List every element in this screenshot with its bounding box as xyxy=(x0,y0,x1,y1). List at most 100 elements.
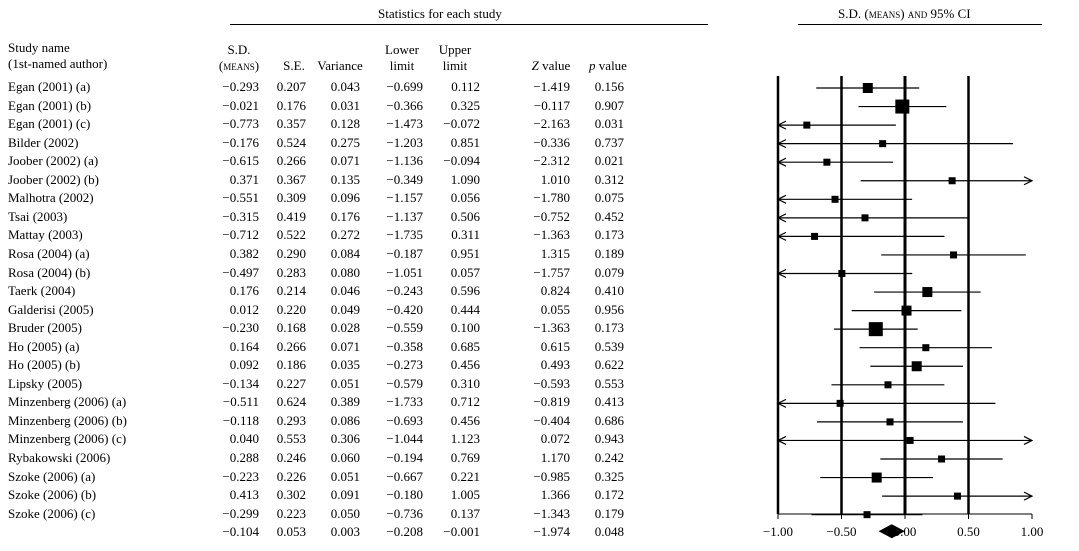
cell-upper: 0.137 xyxy=(450,505,480,521)
ci-arrow-left xyxy=(776,435,787,445)
cell-upper: 0.506 xyxy=(450,208,480,224)
cell-z: −1.780 xyxy=(533,190,570,206)
cell-lower: −0.667 xyxy=(386,468,423,484)
column-header-name-line2: (1st-named author) xyxy=(8,56,108,71)
cell-se: 0.553 xyxy=(276,431,306,447)
cell-se: 0.246 xyxy=(276,450,306,465)
cell-z: −0.336 xyxy=(533,134,570,150)
cell-z: 0.615 xyxy=(540,338,570,354)
cell-sd: 0.382 xyxy=(229,245,259,261)
cell-se: 0.266 xyxy=(276,153,306,169)
cell-var: 0.043 xyxy=(330,79,360,94)
x-tick-label: 1.00 xyxy=(1021,524,1044,539)
cell-name: Joober (2002) (b) xyxy=(8,171,99,187)
cell-z: −0.752 xyxy=(533,208,570,224)
cell-z: −2.163 xyxy=(533,116,570,132)
cell-upper: −0.072 xyxy=(443,116,480,132)
cell-lower: −1.203 xyxy=(386,134,423,150)
cell-var: 0.035 xyxy=(330,357,360,373)
study-point-marker xyxy=(868,322,883,337)
cell-z: −0.593 xyxy=(533,375,570,391)
cell-lower: −0.180 xyxy=(386,487,423,503)
cell-upper: 1.005 xyxy=(450,487,480,503)
cell-p: 0.173 xyxy=(594,320,624,336)
cell-name: Ho (2005) (a) xyxy=(8,338,80,354)
cell-name: Szoke (2006) (a) xyxy=(8,468,96,484)
cell-var: 0.176 xyxy=(330,208,360,224)
cell-upper: 1.123 xyxy=(450,431,480,447)
study-point-marker xyxy=(938,455,946,463)
cell-se: 0.227 xyxy=(276,375,306,391)
cell-p: 0.452 xyxy=(594,208,624,224)
study-point-marker xyxy=(879,140,887,148)
cell-z: −1.363 xyxy=(533,320,570,336)
cell-upper: 0.057 xyxy=(450,264,480,280)
cell-name: Galderisi (2005) xyxy=(8,301,94,317)
cell-se: 0.302 xyxy=(276,487,306,503)
cell-lower: −1.044 xyxy=(386,431,423,447)
cell-z: −0.819 xyxy=(533,394,570,410)
study-point-marker xyxy=(862,83,873,93)
cell-z: −1.419 xyxy=(533,79,570,94)
cell-p: 0.079 xyxy=(594,264,624,280)
study-point-marker xyxy=(871,472,882,483)
study-point-marker xyxy=(863,511,871,519)
study-point-marker xyxy=(948,177,956,185)
cell-sd: −0.134 xyxy=(222,375,259,391)
cell-upper: 0.310 xyxy=(450,375,480,391)
cell-upper: 0.951 xyxy=(450,245,480,261)
cell-var: 0.060 xyxy=(330,450,360,465)
column-header-sd-line2: (means) xyxy=(218,58,260,73)
cell-sd: −0.315 xyxy=(222,208,259,224)
column-header-se-line2: S.E. xyxy=(283,58,305,73)
cell-p: 0.031 xyxy=(594,116,624,132)
ci-arrow-left xyxy=(776,139,787,149)
cell-lower: −0.559 xyxy=(386,320,423,336)
cell-name: Szoke (2006) (c) xyxy=(8,505,96,521)
cell-upper: 0.221 xyxy=(450,468,480,484)
cell-sd: −0.773 xyxy=(222,116,259,132)
cell-z: 0.493 xyxy=(540,357,570,373)
cell-se: 0.176 xyxy=(276,97,306,113)
cell-var: 0.306 xyxy=(330,431,360,447)
cell-p: 0.686 xyxy=(594,412,624,428)
summary-cell-lower: −0.208 xyxy=(386,524,423,540)
cell-name: Tsai (2003) xyxy=(8,208,68,224)
cell-var: 0.084 xyxy=(330,245,360,261)
cell-sd: −0.299 xyxy=(222,505,259,521)
cell-z: −1.343 xyxy=(533,505,570,521)
cell-name: Joober (2002) (a) xyxy=(8,153,99,169)
cell-sd: −0.223 xyxy=(222,468,259,484)
cell-lower: −0.699 xyxy=(386,79,423,94)
cell-name: Mattay (2003) xyxy=(8,227,83,243)
ci-arrow-right xyxy=(1023,176,1034,186)
cell-lower: −1.051 xyxy=(386,264,423,280)
cell-sd: −0.021 xyxy=(222,97,259,113)
cell-name: Ho (2005) (b) xyxy=(8,357,81,373)
cell-z: 1.170 xyxy=(540,450,570,465)
study-point-marker xyxy=(811,232,819,240)
cell-sd: −0.118 xyxy=(222,412,259,428)
cell-sd: 0.012 xyxy=(229,301,259,317)
ci-arrow-left xyxy=(776,268,787,279)
study-point-marker xyxy=(895,99,910,114)
column-header-lower-line2: limit xyxy=(389,58,415,73)
cell-name: Lipsky (2005) xyxy=(8,375,83,391)
cell-lower: −0.736 xyxy=(386,505,423,521)
cell-z: 0.072 xyxy=(540,431,570,447)
cell-sd: 0.092 xyxy=(229,357,259,373)
cell-lower: −0.273 xyxy=(386,357,423,373)
cell-p: 0.172 xyxy=(594,487,624,503)
cell-var: 0.049 xyxy=(330,301,360,317)
cell-lower: −1.136 xyxy=(386,153,423,169)
cell-p: 0.737 xyxy=(594,134,624,150)
cell-sd: 0.288 xyxy=(229,450,259,465)
cell-lower: −0.187 xyxy=(386,245,423,261)
ci-arrow-right xyxy=(1023,435,1034,445)
summary-cell-z: −1.974 xyxy=(533,524,570,540)
cell-se: 0.309 xyxy=(276,190,306,206)
study-point-marker xyxy=(906,436,914,444)
cell-se: 0.357 xyxy=(276,116,306,132)
cell-name: Minzenberg (2006) (a) xyxy=(8,394,127,410)
cell-var: 0.091 xyxy=(330,487,360,503)
